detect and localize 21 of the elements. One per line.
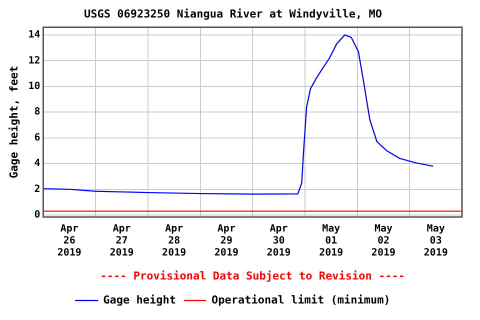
x-tick-label: Apr 29 2019 [214,224,238,259]
text: ---- Provisional Data Subject to Revision ---- [100,269,405,282]
y-tick-label: 2 [34,184,40,195]
y-tick-label: 6 [34,132,40,144]
x-tick-label: May 01 2019 [319,224,344,259]
y-tick-label: 10 [28,80,40,92]
x-tick-label: Apr 27 2019 [110,224,134,259]
x-tick-label: May 03 2019 [424,224,448,259]
y-axis-title: Gage height, feet [7,66,20,178]
chart-title: USGS 06923250 Niangua River at Windyville, MO [84,7,382,20]
legend-label: Operational limit (minimum) [212,293,390,306]
legend-label: Gage height [103,293,176,306]
x-tick-label: Apr 28 2019 [162,224,186,259]
y-tick-label: 14 [28,30,40,41]
y-tick-label: 8 [34,106,40,118]
x-tick-label: Apr 26 2019 [57,224,82,259]
x-tick-label: Apr 30 2019 [266,224,291,259]
y-tick-label: 12 [28,55,40,66]
y-tick-label: 0 [34,210,40,221]
y-tick-label: 4 [34,158,40,170]
x-tick-label: May 02 2019 [371,224,396,259]
